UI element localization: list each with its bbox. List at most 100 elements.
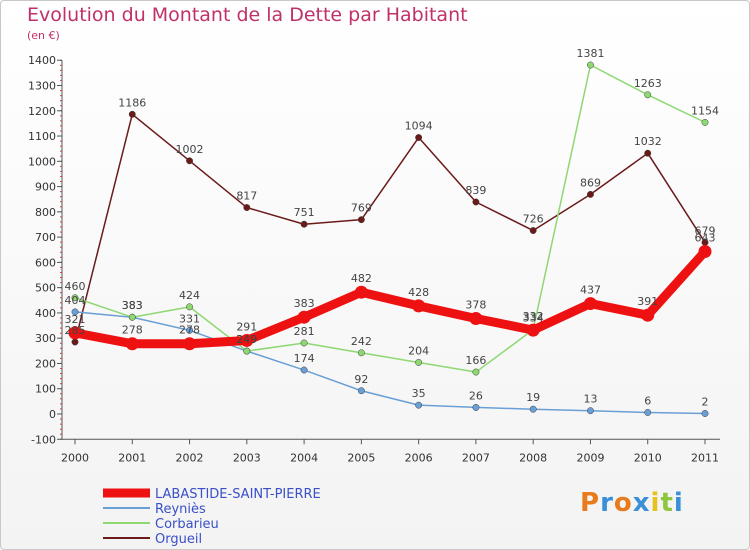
y-tick-label: 800 <box>35 206 56 219</box>
data-label: 1094 <box>405 120 433 133</box>
data-point <box>472 403 480 411</box>
data-label: 482 <box>351 272 372 285</box>
data-label: 839 <box>465 184 486 197</box>
data-label: 1186 <box>118 96 146 109</box>
x-tick-label: 2008 <box>519 451 547 464</box>
data-label: 769 <box>351 202 372 215</box>
data-point <box>526 323 540 337</box>
y-tick-label: 1000 <box>28 155 56 168</box>
legend: LABASTIDE-SAINT-PIERREReynièsCorbarieuOr… <box>103 487 321 547</box>
y-tick-label: 1400 <box>28 54 56 67</box>
data-label: 383 <box>122 299 143 312</box>
data-point <box>300 339 308 347</box>
data-label: 334 <box>523 312 544 325</box>
x-tick-label: 2010 <box>634 451 662 464</box>
x-tick-label: 2009 <box>576 451 604 464</box>
y-tick-label: -100 <box>31 433 56 446</box>
data-point <box>186 157 193 165</box>
data-labels: 285 1186 1002 817 751 769 1094 839 726 869 1032 679… <box>65 47 720 408</box>
data-label: 13 <box>583 393 597 406</box>
data-point <box>412 299 426 313</box>
data-point <box>128 110 136 118</box>
data-label: 174 <box>294 352 315 365</box>
data-point <box>300 220 308 228</box>
x-tick-label: 2000 <box>61 451 89 464</box>
data-point <box>128 313 136 321</box>
series-line <box>74 311 706 415</box>
data-label: 26 <box>469 389 483 402</box>
data-label: 428 <box>408 286 429 299</box>
data-point <box>240 333 254 347</box>
x-tick-label: 2003 <box>233 451 261 464</box>
data-point <box>415 358 423 366</box>
x-tick-label: 2006 <box>405 451 433 464</box>
data-point <box>641 308 655 322</box>
data-point <box>583 297 597 311</box>
y-tick-label: 100 <box>35 383 56 396</box>
y-tick-label: 900 <box>35 181 56 194</box>
data-point <box>472 198 480 206</box>
data-point <box>300 366 308 374</box>
data-point <box>701 118 709 126</box>
data-point <box>587 61 594 69</box>
x-tick-label: 2011 <box>691 451 719 464</box>
x-tick-label: 2001 <box>118 451 146 464</box>
data-label: 291 <box>236 320 257 333</box>
data-label: 424 <box>179 289 200 302</box>
y-tick-label: 1300 <box>28 79 56 92</box>
data-label: 331 <box>179 312 200 325</box>
x-tick-label: 2007 <box>462 451 490 464</box>
data-point <box>71 308 79 316</box>
data-label: 869 <box>580 176 601 189</box>
chart-subtitle: (en €) <box>27 29 60 42</box>
y-tick-label: 200 <box>35 357 56 370</box>
data-label: 383 <box>122 299 143 312</box>
data-label: 19 <box>526 391 540 404</box>
data-point <box>357 216 365 224</box>
data-point <box>644 149 652 157</box>
x-tick-label: 2005 <box>347 451 375 464</box>
data-label: 437 <box>580 284 601 297</box>
series-lines <box>68 61 712 417</box>
data-label: 321 <box>65 313 86 326</box>
data-label: 1154 <box>691 104 719 117</box>
series-line <box>70 247 710 349</box>
data-label: 817 <box>236 190 257 203</box>
data-label: 332 <box>523 310 544 323</box>
chart-axes: -100 0 100 200 300 400 500 600 700 800 900 1000 1100… <box>28 54 720 464</box>
data-point <box>183 337 197 351</box>
data-label: 1263 <box>634 77 662 90</box>
data-label: 391 <box>637 295 658 308</box>
data-point <box>297 310 311 324</box>
data-label: 383 <box>294 297 315 310</box>
legend-label: Reyniès <box>155 502 206 517</box>
x-tick-label: 2004 <box>290 451 318 464</box>
data-point <box>587 190 594 198</box>
legend-label: Orgueil <box>155 532 202 547</box>
data-point <box>357 387 365 395</box>
data-point <box>354 285 368 299</box>
data-label: 404 <box>65 294 86 307</box>
y-tick-label: 1100 <box>28 130 56 143</box>
data-label: 281 <box>294 325 315 338</box>
data-point <box>71 338 79 346</box>
legend-label: Corbarieu <box>155 517 219 532</box>
data-point <box>357 349 365 357</box>
data-label: 92 <box>354 373 368 386</box>
data-point <box>415 134 423 141</box>
y-tick-label: 700 <box>35 231 56 244</box>
data-label: 1002 <box>176 143 204 156</box>
data-label: 204 <box>408 344 429 357</box>
y-tick-label: 400 <box>35 307 56 320</box>
data-label: 1381 <box>576 47 604 60</box>
legend-label: LABASTIDE-SAINT-PIERRE <box>155 487 321 502</box>
data-point <box>529 405 537 413</box>
proxiti-logo: Proxiti <box>580 488 684 518</box>
data-label: 751 <box>294 206 315 219</box>
data-point <box>68 326 82 340</box>
y-tick-label: 1200 <box>28 105 56 118</box>
data-label: 2 <box>702 395 709 408</box>
data-point <box>587 407 594 415</box>
data-point <box>71 294 79 302</box>
series-line <box>74 113 706 343</box>
